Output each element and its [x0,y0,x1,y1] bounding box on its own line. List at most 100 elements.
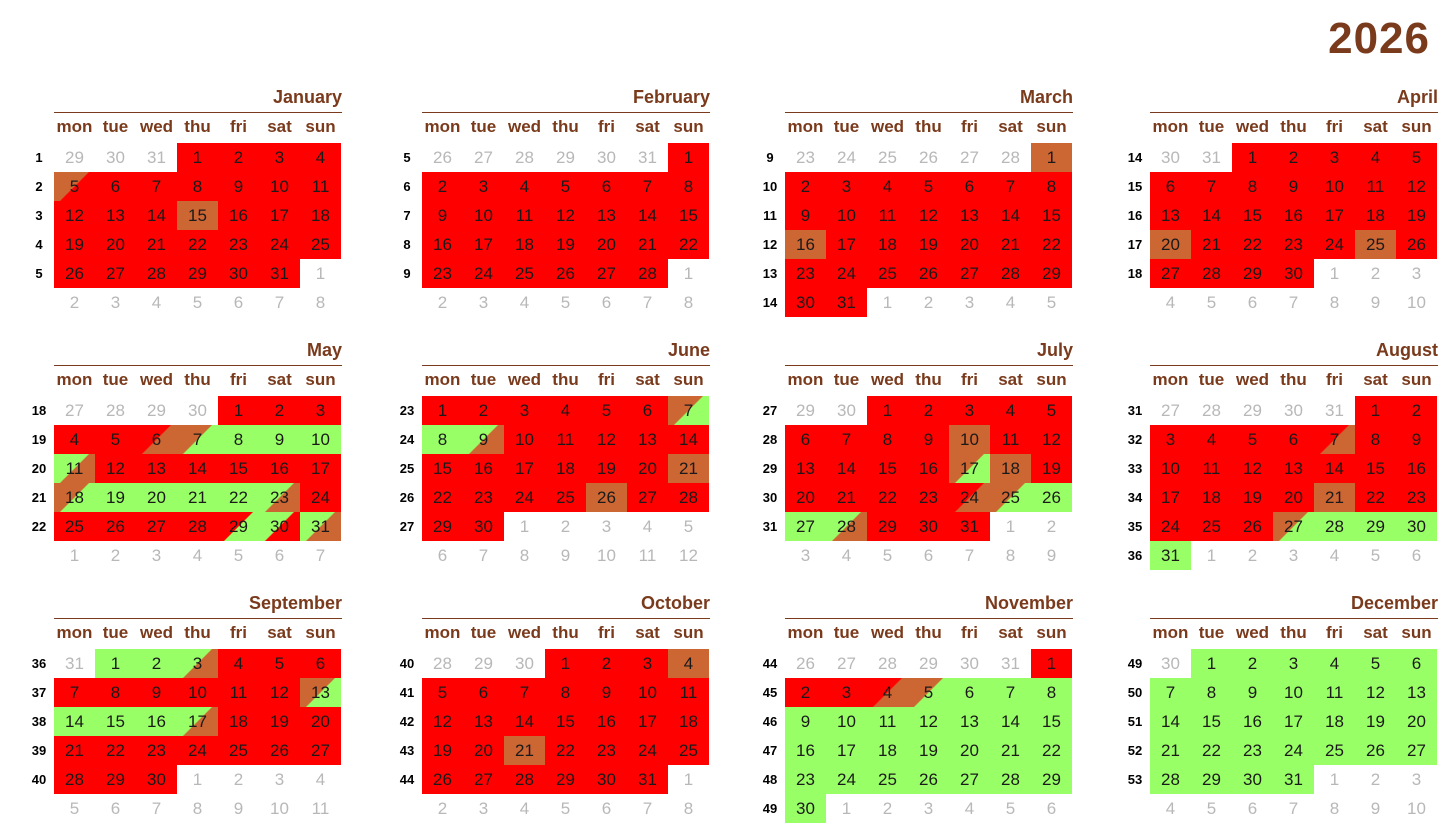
day-cell[interactable]: 21 [1150,736,1191,765]
day-cell[interactable]: 22 [177,230,218,259]
day-cell[interactable]: 17 [177,707,218,736]
day-cell[interactable]: 4 [504,172,545,201]
day-cell[interactable]: 25 [300,230,341,259]
day-cell[interactable]: 10 [949,425,990,454]
day-cell[interactable]: 15 [1191,707,1232,736]
day-cell[interactable]: 11 [668,678,709,707]
day-cell[interactable]: 31 [259,259,300,288]
day-cell[interactable]: 21 [990,736,1031,765]
day-cell[interactable]: 4 [545,396,586,425]
day-cell[interactable]: 26 [908,259,949,288]
day-cell[interactable]: 29 [1355,512,1396,541]
day-cell[interactable]: 15 [95,707,136,736]
day-cell[interactable]: 24 [949,483,990,512]
day-cell[interactable]: 7 [1150,678,1191,707]
day-cell[interactable]: 5 [586,396,627,425]
day-cell[interactable]: 26 [586,483,627,512]
day-cell[interactable]: 16 [1396,454,1437,483]
day-cell[interactable]: 12 [586,425,627,454]
day-cell[interactable]: 3 [826,678,867,707]
day-cell[interactable]: 6 [136,425,177,454]
day-cell[interactable]: 10 [463,201,504,230]
day-cell[interactable]: 24 [463,259,504,288]
day-cell[interactable]: 30 [1232,765,1273,794]
day-cell[interactable]: 5 [1396,143,1437,172]
day-cell[interactable]: 1 [867,396,908,425]
day-cell[interactable]: 18 [668,707,709,736]
day-cell[interactable]: 21 [826,483,867,512]
day-cell[interactable]: 28 [990,259,1031,288]
day-cell[interactable]: 6 [463,678,504,707]
day-cell[interactable]: 25 [54,512,95,541]
day-cell[interactable]: 6 [586,172,627,201]
day-cell[interactable]: 11 [218,678,259,707]
day-cell[interactable]: 14 [668,425,709,454]
day-cell[interactable]: 13 [300,678,341,707]
day-cell[interactable]: 7 [627,172,668,201]
day-cell[interactable]: 13 [136,454,177,483]
day-cell[interactable]: 28 [504,765,545,794]
day-cell[interactable]: 30 [785,288,826,317]
day-cell[interactable]: 6 [300,649,341,678]
day-cell[interactable]: 24 [259,230,300,259]
day-cell[interactable]: 14 [990,201,1031,230]
day-cell[interactable]: 3 [300,396,341,425]
day-cell[interactable]: 20 [300,707,341,736]
day-cell[interactable]: 14 [54,707,95,736]
day-cell[interactable]: 10 [1150,454,1191,483]
day-cell[interactable]: 19 [95,483,136,512]
day-cell[interactable]: 27 [949,765,990,794]
day-cell[interactable]: 3 [1314,143,1355,172]
day-cell[interactable]: 1 [422,396,463,425]
day-cell[interactable]: 17 [1273,707,1314,736]
day-cell[interactable]: 6 [949,172,990,201]
day-cell[interactable]: 5 [1031,396,1072,425]
day-cell[interactable]: 14 [504,707,545,736]
day-cell[interactable]: 23 [908,483,949,512]
day-cell[interactable]: 2 [1396,396,1437,425]
day-cell[interactable]: 16 [259,454,300,483]
day-cell[interactable]: 23 [1273,230,1314,259]
day-cell[interactable]: 9 [908,425,949,454]
day-cell[interactable]: 15 [1232,201,1273,230]
day-cell[interactable]: 11 [504,201,545,230]
day-cell[interactable]: 28 [54,765,95,794]
day-cell[interactable]: 19 [545,230,586,259]
day-cell[interactable]: 14 [826,454,867,483]
day-cell[interactable]: 27 [949,259,990,288]
day-cell[interactable]: 4 [1314,649,1355,678]
day-cell[interactable]: 1 [95,649,136,678]
day-cell[interactable]: 20 [136,483,177,512]
day-cell[interactable]: 1 [1191,649,1232,678]
day-cell[interactable]: 10 [300,425,341,454]
day-cell[interactable]: 5 [908,678,949,707]
day-cell[interactable]: 27 [136,512,177,541]
day-cell[interactable]: 24 [504,483,545,512]
day-cell[interactable]: 6 [1273,425,1314,454]
day-cell[interactable]: 15 [1031,707,1072,736]
day-cell[interactable]: 22 [1031,230,1072,259]
day-cell[interactable]: 8 [1031,678,1072,707]
day-cell[interactable]: 4 [867,172,908,201]
day-cell[interactable]: 20 [1150,230,1191,259]
day-cell[interactable]: 10 [826,201,867,230]
day-cell[interactable]: 2 [1232,649,1273,678]
day-cell[interactable]: 6 [95,172,136,201]
day-cell[interactable]: 9 [1273,172,1314,201]
day-cell[interactable]: 31 [1150,541,1191,570]
day-cell[interactable]: 24 [627,736,668,765]
day-cell[interactable]: 3 [259,143,300,172]
day-cell[interactable]: 25 [545,483,586,512]
day-cell[interactable]: 1 [1355,396,1396,425]
day-cell[interactable]: 10 [627,678,668,707]
day-cell[interactable]: 25 [1191,512,1232,541]
day-cell[interactable]: 2 [463,396,504,425]
day-cell[interactable]: 22 [218,483,259,512]
day-cell[interactable]: 24 [826,259,867,288]
day-cell[interactable]: 8 [95,678,136,707]
day-cell[interactable]: 20 [586,230,627,259]
day-cell[interactable]: 15 [422,454,463,483]
day-cell[interactable]: 17 [826,736,867,765]
day-cell[interactable]: 25 [867,765,908,794]
day-cell[interactable]: 28 [627,259,668,288]
